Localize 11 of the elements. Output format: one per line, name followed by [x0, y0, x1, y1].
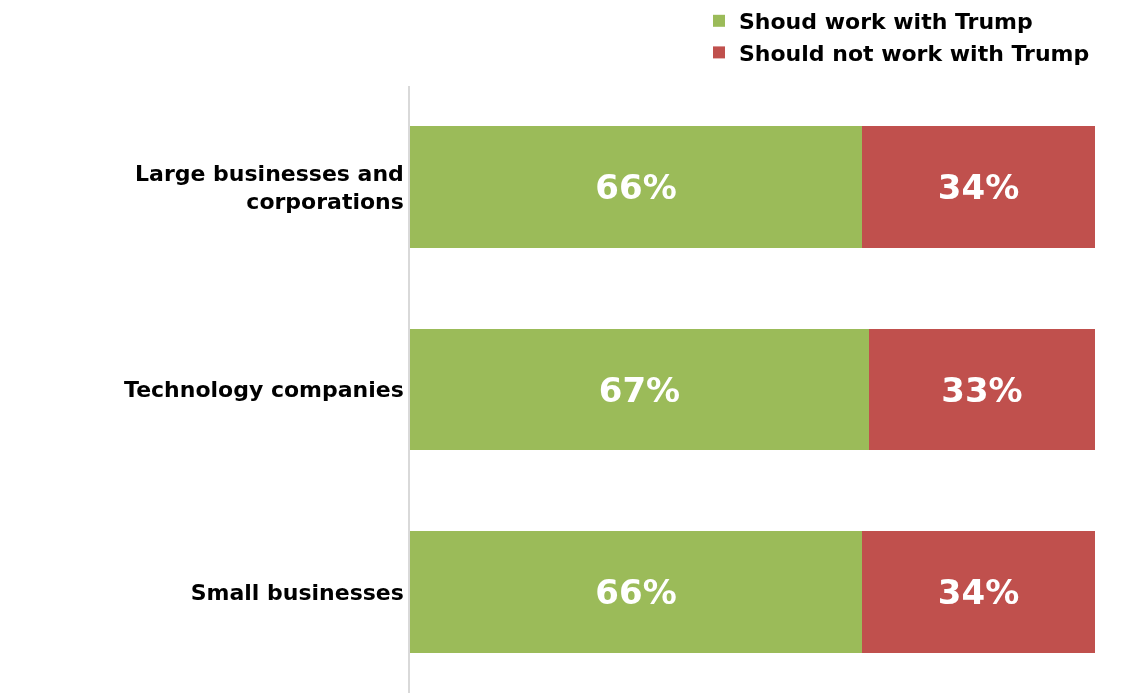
data-label: 66%: [595, 167, 677, 208]
data-label: 34%: [937, 571, 1020, 612]
y-tick-label: Technology companies: [124, 377, 404, 403]
data-label: 34%: [937, 167, 1020, 208]
y-tick-label: Large businesses and corporations: [135, 160, 404, 215]
legend-label: Should not work with Trump: [739, 40, 1090, 66]
data-label: 67%: [598, 369, 681, 410]
data-label: 66%: [595, 571, 677, 612]
y-tick-label: Small businesses: [190, 579, 404, 605]
legend-label: Shoud work with Trump: [739, 9, 1033, 35]
data-label: 33%: [941, 369, 1023, 410]
